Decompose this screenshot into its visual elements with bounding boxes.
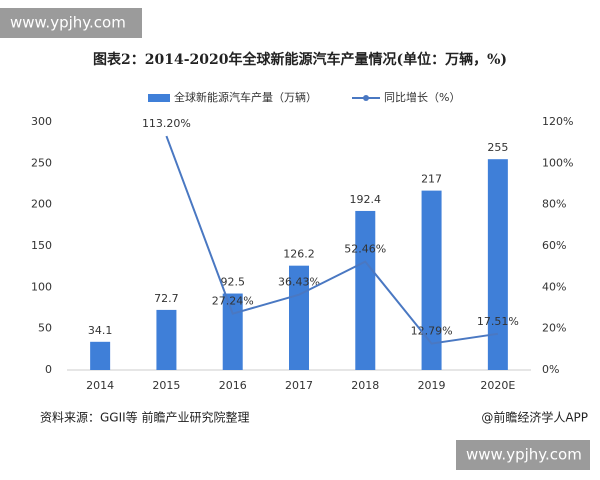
y-tick-label: 50 — [38, 322, 52, 335]
bar — [487, 159, 508, 370]
legend-swatch — [363, 95, 369, 101]
watermark-box — [0, 8, 142, 38]
bar-label: 217 — [421, 173, 442, 186]
bar — [90, 341, 111, 370]
legend-label: 同比增长（%） — [384, 90, 460, 104]
watermark: www.ypjhy.com — [466, 446, 582, 464]
y2-tick-label: 0% — [542, 363, 559, 376]
bar — [156, 309, 177, 370]
legend-swatch — [148, 94, 170, 102]
y2-tick-label: 20% — [542, 322, 566, 335]
bar-label: 34.1 — [88, 324, 113, 337]
credit: @前瞻经济学人APP — [481, 410, 588, 425]
bar-label: 255 — [487, 141, 508, 154]
bar-label: 72.7 — [154, 292, 179, 305]
legend-label: 全球新能源汽车产量（万辆） — [174, 90, 317, 104]
y2-tick-label: 100% — [542, 156, 573, 169]
bar-label: 92.5 — [220, 276, 245, 289]
y2-tick-label: 40% — [542, 280, 566, 293]
bar-label: 192.4 — [350, 193, 382, 206]
line-label: 27.24% — [212, 295, 254, 308]
bar — [421, 190, 442, 370]
x-tick-label: 2017 — [285, 379, 313, 392]
x-tick-label: 2014 — [86, 379, 114, 392]
line — [165, 135, 499, 345]
x-tick-label: 2020E — [480, 379, 515, 392]
line-label: 52.46% — [344, 243, 386, 256]
y2-tick-label: 120% — [542, 115, 573, 128]
y-tick-label: 150 — [31, 239, 52, 252]
line-label: 12.79% — [411, 325, 453, 338]
watermark: www.ypjhy.com — [10, 14, 126, 32]
y-tick-label: 300 — [31, 115, 52, 128]
line-label: 17.51% — [477, 315, 519, 328]
y2-tick-label: 60% — [542, 239, 566, 252]
x-tick-label: 2019 — [418, 379, 446, 392]
source: 资料来源：GGII等 前瞻产业研究院整理 — [40, 410, 250, 425]
y-tick-label: 0 — [45, 363, 52, 376]
y2-tick-label: 80% — [542, 198, 566, 211]
line-label: 36.43% — [278, 276, 320, 289]
bar-label: 126.2 — [283, 248, 315, 261]
chart-title: 图表2：2014-2020年全球新能源汽车产量情况(单位：万辆，%) — [93, 51, 507, 68]
y-tick-label: 100 — [31, 280, 52, 293]
bar — [355, 210, 376, 370]
x-tick-label: 2016 — [219, 379, 247, 392]
line-label: 113.20% — [142, 117, 191, 130]
y-tick-label: 200 — [31, 198, 52, 211]
x-tick-label: 2018 — [351, 379, 379, 392]
y-tick-label: 250 — [31, 156, 52, 169]
x-tick-label: 2015 — [152, 379, 180, 392]
watermark-box — [456, 440, 590, 470]
